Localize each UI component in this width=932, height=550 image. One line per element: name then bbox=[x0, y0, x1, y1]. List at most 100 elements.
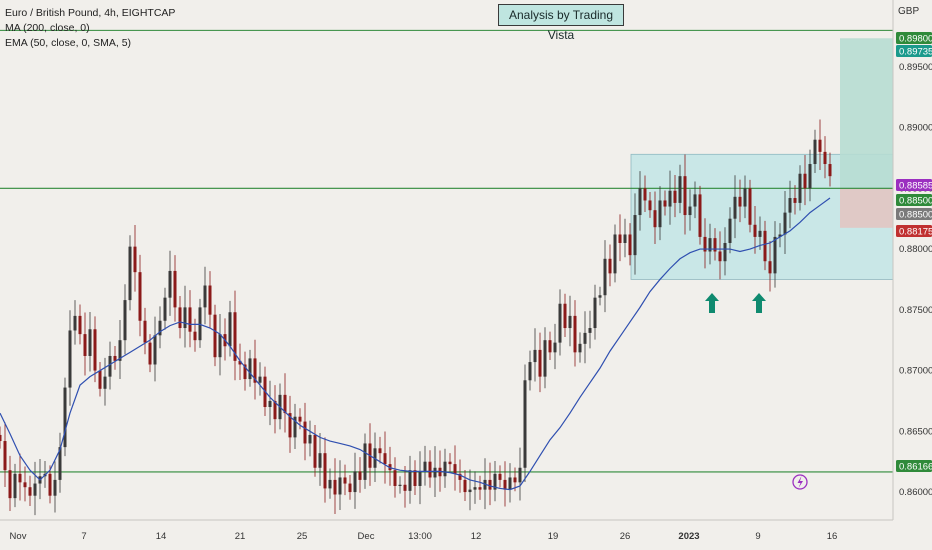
candle-body bbox=[443, 461, 447, 477]
x-tick-label: 7 bbox=[81, 531, 86, 542]
up-arrow-icon bbox=[705, 293, 719, 313]
x-tick-label: 25 bbox=[297, 531, 308, 542]
candle-body bbox=[573, 315, 577, 353]
candle-body bbox=[268, 400, 272, 408]
candle-body bbox=[203, 285, 207, 308]
candle-body bbox=[478, 487, 482, 490]
candle-body bbox=[293, 416, 297, 438]
candle-body bbox=[458, 473, 462, 480]
candle-body bbox=[653, 210, 657, 228]
candle-body bbox=[233, 312, 237, 361]
candle-body bbox=[703, 236, 707, 252]
chart-legend: Euro / British Pound, 4h, EIGHTCAP MA (2… bbox=[5, 6, 175, 51]
candle-body bbox=[618, 234, 622, 243]
candle-body bbox=[178, 307, 182, 329]
x-tick-label: Nov bbox=[10, 531, 27, 542]
y-tick-label: 0.86500 bbox=[899, 426, 932, 437]
y-tick-label: 0.89500 bbox=[899, 62, 932, 73]
x-tick-label: 19 bbox=[548, 531, 559, 542]
candle-body bbox=[98, 370, 102, 389]
candle-body bbox=[643, 188, 647, 201]
candle-body bbox=[588, 328, 592, 333]
candle-body bbox=[78, 315, 82, 335]
candle-body bbox=[758, 230, 762, 237]
candle-body bbox=[53, 479, 57, 496]
candle-body bbox=[48, 473, 52, 496]
candle-body bbox=[753, 224, 757, 237]
price-tag bbox=[896, 32, 932, 44]
candle-body bbox=[488, 479, 492, 490]
candle-body bbox=[513, 477, 517, 483]
candle-body bbox=[543, 340, 547, 377]
x-tick-label: 9 bbox=[755, 531, 760, 542]
candle-body bbox=[93, 329, 97, 371]
candle-body bbox=[783, 212, 787, 235]
candle-body bbox=[383, 453, 387, 465]
candle-body bbox=[378, 448, 382, 454]
candle-body bbox=[548, 340, 552, 353]
candle-body bbox=[153, 335, 157, 365]
ma-indicator-label[interactable]: MA (200, close, 0) bbox=[5, 22, 90, 34]
price-tag bbox=[896, 208, 932, 220]
price-tag-label: 0.88500 bbox=[899, 210, 932, 221]
candle-body bbox=[348, 483, 352, 493]
candle-body bbox=[603, 258, 607, 296]
candle-body bbox=[828, 164, 832, 177]
candle-body bbox=[798, 173, 802, 203]
price-tag bbox=[896, 194, 932, 206]
candle-body bbox=[358, 471, 362, 480]
currency-label: GBP bbox=[898, 6, 920, 17]
candle-body bbox=[658, 200, 662, 228]
candle-body bbox=[723, 242, 727, 262]
candle-body bbox=[453, 464, 457, 474]
candle-body bbox=[413, 470, 417, 486]
candle-body bbox=[503, 479, 507, 490]
ema-layer bbox=[0, 197, 831, 491]
candles-layer bbox=[0, 119, 832, 516]
candle-body bbox=[683, 176, 687, 216]
candle-body bbox=[468, 489, 472, 493]
candle-body bbox=[713, 238, 717, 252]
candle-body bbox=[493, 473, 497, 490]
candle-body bbox=[463, 479, 467, 493]
candle-body bbox=[613, 234, 617, 274]
price-tag bbox=[896, 45, 932, 57]
candle-body bbox=[823, 151, 827, 165]
candle-body bbox=[768, 261, 772, 274]
zones-layer bbox=[630, 38, 894, 280]
candle-body bbox=[73, 315, 77, 331]
candle-body bbox=[583, 332, 587, 344]
symbol-title[interactable]: Euro / British Pound, 4h, EIGHTCAP bbox=[5, 7, 176, 19]
lightning-icon[interactable] bbox=[792, 474, 808, 490]
candle-body bbox=[113, 355, 117, 361]
candle-body bbox=[23, 482, 27, 488]
candle-body bbox=[633, 215, 637, 256]
candle-body bbox=[403, 484, 407, 491]
candle-body bbox=[738, 196, 742, 207]
x-tick-label: Dec bbox=[358, 531, 375, 542]
candle-body bbox=[318, 453, 322, 468]
candle-body bbox=[678, 176, 682, 203]
candle-body bbox=[173, 270, 177, 308]
candle-body bbox=[253, 358, 257, 383]
candle-body bbox=[68, 330, 72, 388]
candle-body bbox=[793, 198, 797, 203]
ema-indicator-label[interactable]: EMA (50, close, 0, SMA, 5) bbox=[5, 37, 132, 49]
candle-body bbox=[168, 270, 172, 298]
candle-body bbox=[608, 258, 612, 274]
candle-body bbox=[763, 230, 767, 262]
candle-body bbox=[138, 272, 142, 321]
candle-body bbox=[438, 467, 442, 477]
price-tag-label: 0.89800 bbox=[899, 34, 932, 45]
candle-body bbox=[748, 188, 752, 225]
x-tick-label: 12 bbox=[471, 531, 482, 542]
y-tick-label: 0.86000 bbox=[899, 487, 932, 498]
x-tick-label: 2023 bbox=[678, 531, 699, 542]
x-tick-label: 26 bbox=[620, 531, 631, 542]
candle-body bbox=[448, 461, 452, 465]
candle-body bbox=[523, 380, 527, 468]
candle-body bbox=[803, 173, 807, 189]
candle-body bbox=[353, 471, 357, 493]
candle-body bbox=[648, 200, 652, 211]
